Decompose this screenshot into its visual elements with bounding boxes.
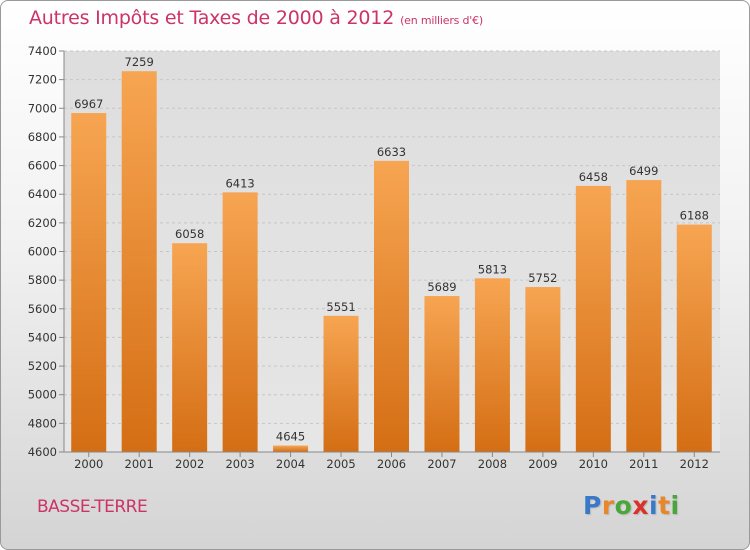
place-name: BASSE-TERRE (37, 497, 148, 517)
bar-value-label: 6058 (175, 227, 204, 241)
y-tick-label: 5800 (28, 273, 57, 287)
y-tick-label: 7000 (28, 101, 57, 115)
bar-2011 (626, 180, 662, 452)
x-tick-label: 2010 (579, 457, 608, 471)
proxiti-logo: Proxiti (583, 491, 680, 520)
bar-2000 (71, 113, 107, 453)
logo-letter: P (583, 491, 602, 520)
logo-letter: r (601, 491, 615, 520)
y-tick-label: 4600 (28, 445, 57, 459)
y-tick-label: 6800 (28, 130, 57, 144)
y-tick-label: 5400 (28, 330, 57, 344)
y-tick-label: 5600 (28, 302, 57, 316)
y-tick-label: 4800 (28, 416, 57, 430)
bar-value-label: 6633 (377, 145, 406, 159)
logo-letter: o (614, 491, 633, 520)
chart-title: Autres Impôts et Taxes de 2000 à 2012 (en… (29, 7, 483, 29)
x-tick-label: 2000 (74, 457, 103, 471)
logo-letter: t (658, 491, 671, 520)
bar-2007 (424, 296, 460, 452)
x-tick-label: 2002 (175, 457, 204, 471)
bar-2008 (474, 278, 510, 452)
bar-value-label: 5551 (326, 300, 355, 314)
x-axis: 2000 2001 2002 2003 2004 2005 2006 2007 2008 2009… (64, 451, 720, 471)
bar-2010 (575, 185, 611, 453)
bar-value-label: 7259 (125, 55, 154, 69)
y-tick-label: 6000 (28, 245, 57, 259)
y-tick-label: 6600 (28, 159, 57, 173)
y-axis: 4600 4800 5000 5200 5400 5600 5800 6000 6200 6400… (28, 44, 65, 459)
x-tick-label: 2001 (125, 457, 154, 471)
chart-title-text: Autres Impôts et Taxes de 2000 à 2012 (29, 7, 395, 29)
x-tick-label: 2009 (528, 457, 557, 471)
x-tick-label: 2003 (225, 457, 254, 471)
x-tick-label: 2011 (629, 457, 658, 471)
bar-2003 (222, 192, 258, 453)
y-tick-label: 5200 (28, 359, 57, 373)
bar-value-label: 6188 (680, 209, 709, 223)
bar-value-label: 5752 (528, 271, 557, 285)
bar-value-label: 6967 (74, 97, 103, 111)
y-tick-label: 7400 (28, 44, 57, 58)
bar-value-label: 6458 (579, 170, 608, 184)
bar-2009 (525, 287, 561, 452)
x-tick-label: 2006 (377, 457, 406, 471)
x-tick-label: 2005 (326, 457, 355, 471)
y-tick-label: 6200 (28, 216, 57, 230)
y-tick-label: 7200 (28, 73, 57, 87)
bar-2001 (121, 71, 157, 453)
bars: 6967 7259 6058 6413 4645 5551 6633 5689 5813 5752… (71, 55, 712, 453)
logo-letter: i (649, 491, 659, 520)
bar-value-label: 4645 (276, 430, 305, 444)
bar-2004 (273, 445, 309, 452)
bar-value-label: 6413 (225, 176, 254, 190)
bar-2005 (323, 315, 359, 452)
x-tick-label: 2012 (680, 457, 709, 471)
logo-letter: x (632, 491, 649, 520)
bar-2006 (374, 160, 409, 453)
unit-note: (en milliers d'€) (400, 14, 483, 27)
x-tick-label: 2007 (427, 457, 456, 471)
x-tick-label: 2008 (478, 457, 507, 471)
bar-value-label: 5689 (427, 280, 456, 294)
bar-2002 (172, 243, 208, 452)
y-tick-label: 5000 (28, 388, 57, 402)
logo-letter: i (670, 491, 680, 520)
bar-value-label: 6499 (629, 164, 658, 178)
y-tick-label: 6400 (28, 187, 57, 201)
bar-2012 (676, 224, 712, 452)
bar-value-label: 5813 (478, 262, 507, 276)
x-tick-label: 2004 (276, 457, 305, 471)
